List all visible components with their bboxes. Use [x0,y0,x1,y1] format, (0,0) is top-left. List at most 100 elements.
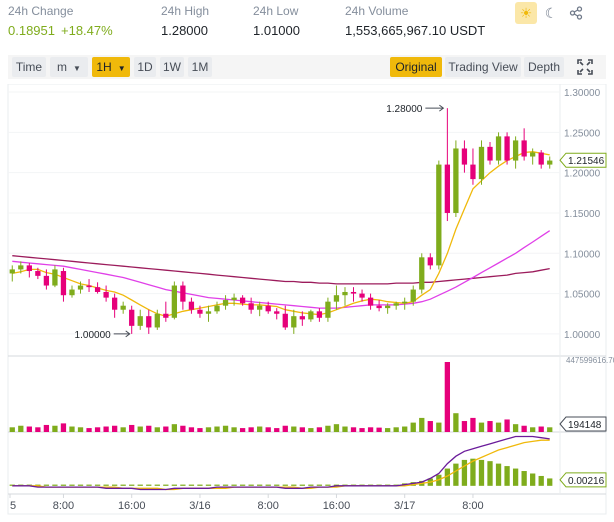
macd-histogram-bar [94,484,101,486]
candle-body [248,303,254,310]
candle-body [60,271,67,296]
volume-bar [274,428,280,432]
theme-controls: ☀ ☾ [512,2,587,24]
candle-body [86,285,92,288]
candle-body [393,303,399,306]
volume-bar [308,428,314,432]
volume-bar [163,426,169,432]
volume-bar [222,425,229,432]
volume-bar [18,425,24,432]
candle-body [299,316,305,320]
volume-bar [393,427,399,432]
stat-value: 1.28000 [161,23,208,38]
candle-body [43,275,50,286]
view-tradingview[interactable]: Trading View [445,57,521,77]
interval-1w[interactable]: 1W [160,57,184,77]
macd-histogram-bar [69,484,75,486]
volume-bar [512,424,519,432]
stat-24h-volume: 24h Volume 1,553,665,967.10 USDT [345,4,485,39]
candle-body [120,305,126,310]
interval-1d[interactable]: 1D [134,57,156,77]
stat-24h-change: 24h Change 0.18951 +18.47% [8,4,119,39]
volume-bar [384,428,391,432]
macd-histogram-bar [163,484,169,486]
volume-bar [291,426,297,432]
fullscreen-icon[interactable] [572,57,598,77]
chart-frame [7,84,607,515]
macd-histogram-bar [495,463,502,486]
interval-1m[interactable]: 1M [188,57,212,77]
macd-histogram-bar [257,484,263,486]
candle-body [52,269,58,286]
volume-last-tag [559,416,607,432]
volume-bar [171,424,178,432]
candle-body [487,146,493,161]
macd-histogram-bar [146,484,152,486]
macd-histogram-bar [171,484,178,486]
candle-body [478,146,485,180]
candle-body [308,311,314,320]
volume-bar [504,419,510,432]
interval-hour-dropdown[interactable]: 1H ▼ [92,57,130,77]
macd-histogram-bar [77,484,84,486]
candle-body [495,136,502,161]
candle-body [410,289,416,302]
macd-histogram-bar [308,484,314,486]
volume-bar [77,427,84,432]
volume-bar [103,426,109,432]
volume-bar [129,424,135,432]
volume-max-label: 447599616.70 [566,356,614,365]
interval-time[interactable]: Time [12,57,46,77]
stat-value: 0.18951 +18.47% [8,23,119,39]
arrow-head-icon [439,104,445,112]
volume-bar [214,426,220,432]
moon-icon[interactable]: ☾ [544,4,558,21]
candle-body [359,293,365,298]
volume-bar [333,424,340,432]
volume-bar [538,426,544,432]
current-price-label: 1.21546 [568,156,605,167]
macd-histogram-bar [111,484,118,486]
time-tick-label: 8:00 [462,500,483,512]
volume-last-label: 194148 [568,420,602,431]
stat-label: 24h Low [253,4,299,18]
macd-last-tag [559,472,607,488]
price-tick-label: 1.10000 [564,249,601,260]
volume-bar [453,413,459,432]
macd-histogram-bar [291,484,297,486]
volume-bar [154,427,160,432]
price-tick-label: 1.20000 [564,169,601,180]
candle-body [257,305,263,310]
candle-body [350,291,357,294]
macd-histogram-bar [461,459,468,486]
candle-body [512,140,519,161]
view-original[interactable]: Original [390,57,442,77]
view-depth[interactable]: Depth [524,57,564,77]
candle-body [538,152,544,165]
macd-histogram-bar [137,484,143,486]
macd-histogram-bar [239,484,246,486]
candle-body [376,305,382,309]
sun-icon[interactable]: ☀ [515,2,537,24]
change-value: 0.18951 [8,23,55,38]
macd-histogram-bar [120,484,126,486]
candle-body [316,311,323,318]
stats-bar: 24h Change 0.18951 +18.47% 24h High 1.280… [0,0,614,48]
volume-bar [299,427,305,432]
interval-minute-dropdown[interactable]: m ▼ [50,57,88,77]
caret-down-icon: ▼ [117,64,126,73]
share-icon[interactable] [565,2,587,24]
volume-bar [69,426,75,432]
volume-bar [52,425,58,432]
volume-bar [419,417,425,432]
candle-body [222,300,229,306]
candle-body [453,148,459,213]
ma25-line [12,230,551,309]
candle-body [342,291,348,296]
price-chart[interactable]: 1.30000 1.25000 1.20000 1.15000 1.10000 1.050… [0,84,614,522]
macd-histogram-bar [547,478,553,486]
macd-histogram-bar [154,484,160,486]
candle-body [18,265,24,270]
volume-bar [350,427,357,432]
volume-bar [60,423,67,432]
